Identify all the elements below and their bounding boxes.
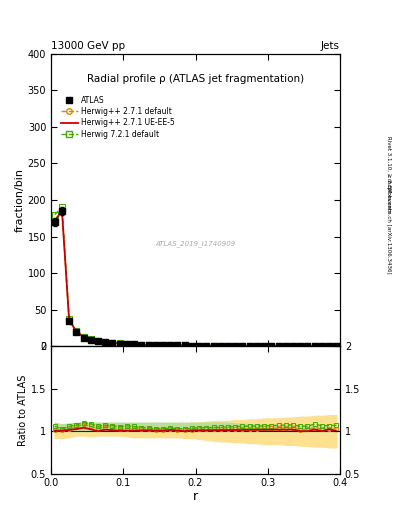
- X-axis label: r: r: [193, 490, 198, 503]
- Text: Rivet 3.1.10, ≥ 2.8M events: Rivet 3.1.10, ≥ 2.8M events: [386, 136, 391, 213]
- Text: Radial profile ρ (ATLAS jet fragmentation): Radial profile ρ (ATLAS jet fragmentatio…: [87, 74, 304, 84]
- Text: mcplots.cern.ch [arXiv:1306.3436]: mcplots.cern.ch [arXiv:1306.3436]: [386, 178, 391, 273]
- Y-axis label: fraction/bin: fraction/bin: [15, 168, 25, 232]
- Text: ATLAS_2019_I1740909: ATLAS_2019_I1740909: [155, 241, 236, 247]
- Text: Jets: Jets: [321, 41, 340, 51]
- Text: 13000 GeV pp: 13000 GeV pp: [51, 41, 125, 51]
- Y-axis label: Ratio to ATLAS: Ratio to ATLAS: [18, 374, 28, 445]
- Legend: ATLAS, Herwig++ 2.7.1 default, Herwig++ 2.7.1 UE-EE-5, Herwig 7.2.1 default: ATLAS, Herwig++ 2.7.1 default, Herwig++ …: [58, 93, 178, 142]
